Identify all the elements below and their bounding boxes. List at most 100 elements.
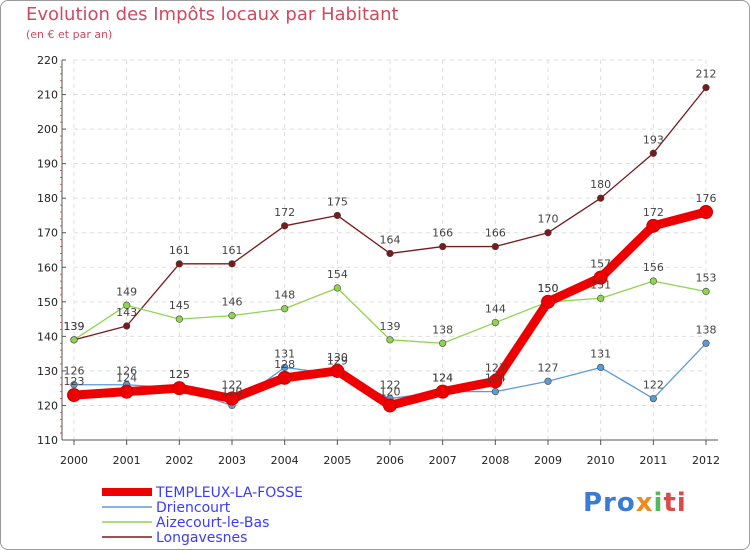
axis-layer: 110 120 130 140 150 160 170 180 190 200 210 220 2000… bbox=[37, 54, 720, 467]
y-tick-label: 140 bbox=[37, 330, 58, 343]
data-label: 131 bbox=[590, 347, 611, 360]
x-tick-label: 2012 bbox=[692, 454, 720, 467]
data-label: 164 bbox=[380, 233, 401, 246]
data-point bbox=[541, 294, 555, 309]
data-label: 125 bbox=[169, 368, 190, 381]
data-point bbox=[70, 381, 78, 389]
data-point bbox=[646, 218, 661, 233]
x-tick-label: 2003 bbox=[218, 454, 246, 467]
data-label: 143 bbox=[116, 306, 137, 319]
data-point bbox=[491, 318, 499, 327]
data-label: 166 bbox=[432, 227, 453, 240]
logo-part-1: Pro bbox=[583, 488, 636, 518]
data-point bbox=[439, 339, 447, 347]
data-label: 180 bbox=[590, 178, 611, 191]
x-tick-label: 2011 bbox=[639, 454, 667, 467]
x-tick-label: 2005 bbox=[323, 454, 351, 467]
data-label: 138 bbox=[432, 323, 453, 336]
data-label: 148 bbox=[274, 289, 295, 302]
data-label: 122 bbox=[643, 379, 664, 392]
y-tick-label: 160 bbox=[37, 261, 58, 274]
data-label: 150 bbox=[538, 282, 559, 295]
series-layer bbox=[67, 84, 713, 413]
data-label: 122 bbox=[380, 379, 401, 392]
legend-label: TEMPLEUX-LA-FOSSE bbox=[155, 485, 303, 501]
data-point bbox=[649, 149, 657, 157]
data-label: 149 bbox=[116, 285, 137, 298]
y-tick-label: 210 bbox=[37, 89, 58, 102]
data-label: 139 bbox=[64, 320, 85, 333]
data-label: 131 bbox=[274, 347, 295, 360]
data-point bbox=[386, 336, 394, 344]
data-point bbox=[123, 322, 131, 330]
data-label: 138 bbox=[696, 323, 717, 336]
data-point bbox=[228, 260, 236, 268]
data-point bbox=[333, 284, 341, 292]
data-label: 145 bbox=[169, 299, 190, 312]
data-label: 125 bbox=[169, 368, 190, 381]
data-label-layer: 139 143 161 161 172 175 164 166 166 170 180 193 212 1… bbox=[64, 68, 717, 399]
y-tick-label: 200 bbox=[37, 123, 58, 136]
data-point bbox=[597, 194, 605, 202]
legend-label: Driencourt bbox=[156, 500, 231, 516]
chart-title: Evolution des Impôts locaux par Habitant bbox=[26, 4, 399, 25]
data-label: 128 bbox=[274, 358, 295, 371]
y-tick-label: 110 bbox=[37, 434, 58, 447]
data-point bbox=[702, 287, 710, 296]
data-label: 172 bbox=[643, 206, 664, 219]
grid-layer bbox=[73, 59, 707, 440]
data-label: 126 bbox=[64, 365, 85, 378]
data-label: 130 bbox=[327, 351, 348, 364]
y-tick-label: 170 bbox=[37, 227, 58, 240]
data-point bbox=[597, 294, 605, 302]
y-tick-label: 130 bbox=[37, 365, 58, 378]
data-point bbox=[123, 301, 131, 309]
data-label: 157 bbox=[590, 258, 611, 271]
data-label: 120 bbox=[380, 385, 401, 398]
data-label: 170 bbox=[538, 213, 559, 226]
data-point bbox=[699, 205, 713, 219]
data-point bbox=[386, 249, 394, 258]
y-tick-label: 120 bbox=[37, 399, 58, 412]
proxiti-logo: Proxiti bbox=[583, 488, 687, 518]
data-label: 154 bbox=[327, 268, 348, 281]
data-point bbox=[281, 305, 289, 313]
y-tick-label: 150 bbox=[37, 296, 58, 309]
data-point bbox=[172, 381, 187, 396]
data-label: 153 bbox=[696, 271, 717, 284]
legend-label: Aizecourt-le-Bas bbox=[156, 515, 269, 531]
x-tick-label: 2004 bbox=[271, 454, 299, 467]
data-label: 127 bbox=[538, 361, 559, 374]
chart-subtitle: (en € et par an) bbox=[26, 28, 113, 41]
data-label: 124 bbox=[432, 372, 453, 385]
data-label: 139 bbox=[64, 320, 85, 333]
data-label: 212 bbox=[696, 68, 717, 81]
data-point bbox=[491, 388, 499, 396]
data-label: 161 bbox=[222, 244, 243, 257]
data-point bbox=[593, 270, 608, 285]
y-tick-label: 180 bbox=[37, 192, 58, 205]
data-label: 129 bbox=[327, 354, 348, 367]
legend: TEMPLEUX-LA-FOSSEDriencourtAizecourt-le-… bbox=[102, 485, 303, 546]
data-point bbox=[119, 384, 134, 399]
data-label: 124 bbox=[485, 372, 506, 385]
x-tick-label: 2000 bbox=[60, 454, 88, 467]
logo-part-4: ti bbox=[663, 488, 687, 518]
legend-label: Longavesnes bbox=[156, 530, 247, 546]
data-label: 146 bbox=[222, 296, 243, 309]
data-point bbox=[175, 315, 183, 323]
data-point bbox=[649, 277, 657, 285]
data-label: 175 bbox=[327, 195, 348, 208]
data-label: 139 bbox=[380, 320, 401, 333]
data-label: 156 bbox=[643, 261, 664, 274]
data-point bbox=[544, 377, 552, 385]
data-point bbox=[435, 384, 450, 399]
data-point bbox=[544, 229, 552, 237]
data-point bbox=[225, 391, 239, 406]
x-tick-label: 2009 bbox=[534, 454, 562, 467]
data-point bbox=[439, 242, 447, 251]
data-point bbox=[597, 363, 605, 372]
data-label: 127 bbox=[485, 361, 506, 374]
